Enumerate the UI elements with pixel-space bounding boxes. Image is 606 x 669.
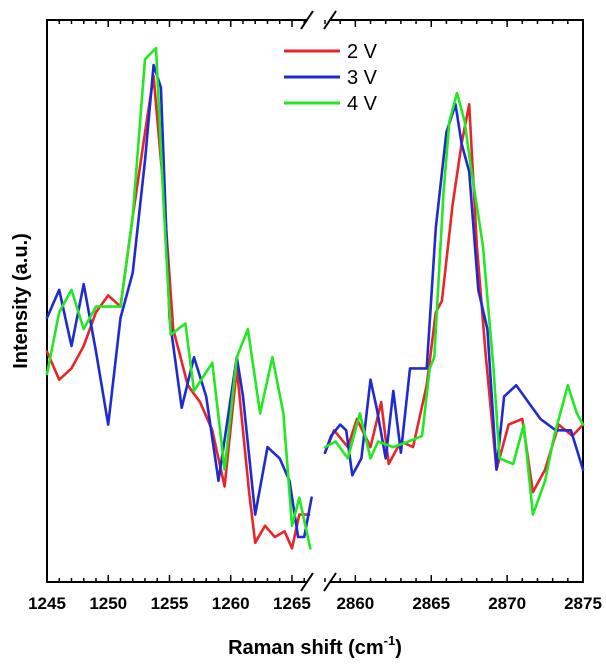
legend-label-2v: 2 V (347, 41, 378, 63)
x-tick-label-1250: 1250 (89, 594, 127, 613)
x-axis-title-superscript: -1 (384, 633, 396, 648)
x-tick-label-2875: 2875 (564, 594, 602, 613)
series-line-2v-part-2 (323, 103, 585, 494)
x-tick-label-2865: 2865 (412, 594, 450, 613)
tick-layer: 1245 1250 1255 1260 1265 2860 2865 2870 2875 (28, 20, 602, 613)
x-tick-label-1255: 1255 (151, 594, 189, 613)
series-layer (45, 46, 585, 550)
x-axis-title: Raman shift (cm-1) (228, 633, 402, 659)
axis-break-slash-left-top (300, 10, 314, 30)
legend-label-4v: 4 V (347, 93, 378, 115)
legend: 2 V 3 V 4 V (284, 41, 378, 115)
axis-break-gap-bottom (307, 577, 330, 587)
series-line-3v-part-1 (45, 63, 313, 539)
x-tick-label-1265: 1265 (273, 594, 311, 613)
axis-break-slash-right-top (323, 10, 337, 30)
axis-break-slash-left-bottom (300, 572, 314, 592)
y-axis-title: Intensity (a.u.) (10, 233, 32, 369)
x-tick-label-1245: 1245 (28, 594, 66, 613)
series-line-4v-part-1 (45, 46, 312, 550)
x-tick-label-2870: 2870 (488, 594, 526, 613)
axis-break-slash-right-bottom (323, 572, 337, 592)
series-line-2v-part-1 (45, 74, 311, 550)
axis-break-layer (300, 10, 337, 592)
series-line-3v-part-2 (323, 103, 585, 477)
x-tick-label-2860: 2860 (336, 594, 374, 613)
x-tick-label-1260: 1260 (212, 594, 250, 613)
series-line-4v-part-2 (323, 91, 585, 516)
axis-break-gap-top (307, 15, 330, 25)
legend-label-3v: 3 V (347, 67, 378, 89)
x-axis-title-close: ) (395, 637, 402, 659)
x-axis-title-main: Raman shift (cm (228, 637, 384, 659)
